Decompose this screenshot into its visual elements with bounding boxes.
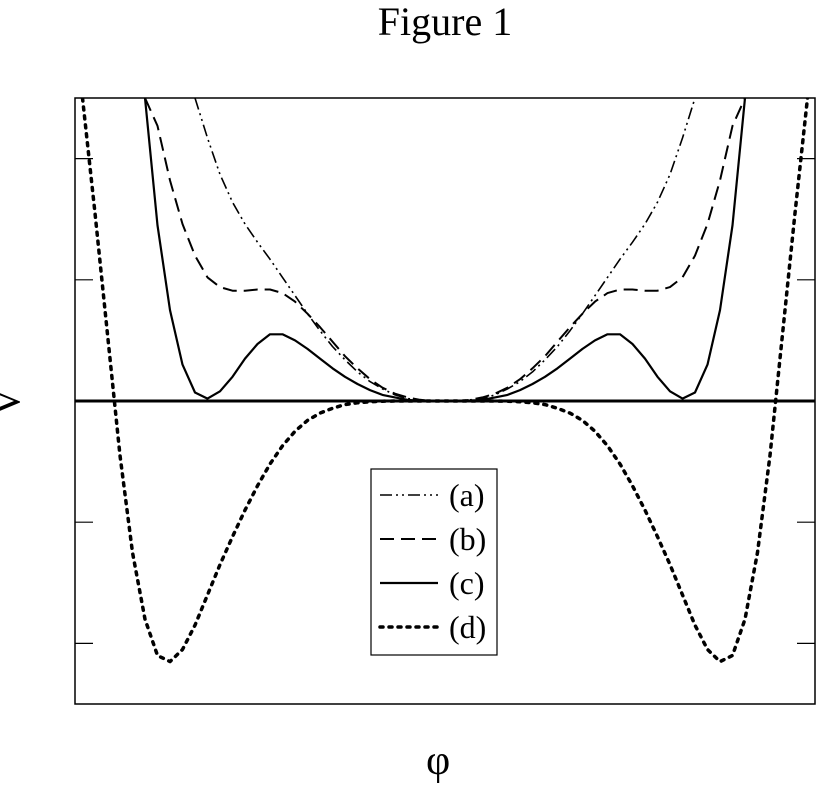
series-line-d — [80, 98, 810, 664]
legend-label-b: (b) — [449, 521, 486, 557]
chart-title: Figure 1 — [377, 0, 513, 44]
series-line-a — [194, 98, 696, 402]
legend: (a) (b) (c) (d) — [370, 468, 498, 656]
legend-label-c: (c) — [449, 565, 485, 601]
x-axis-label: φ — [426, 738, 451, 784]
series-line-b — [144, 98, 746, 402]
series-line-c — [143, 98, 747, 403]
legend-label-a: (a) — [449, 477, 485, 513]
y-axis-label: V — [0, 388, 28, 417]
legend-label-d: (d) — [449, 609, 486, 645]
